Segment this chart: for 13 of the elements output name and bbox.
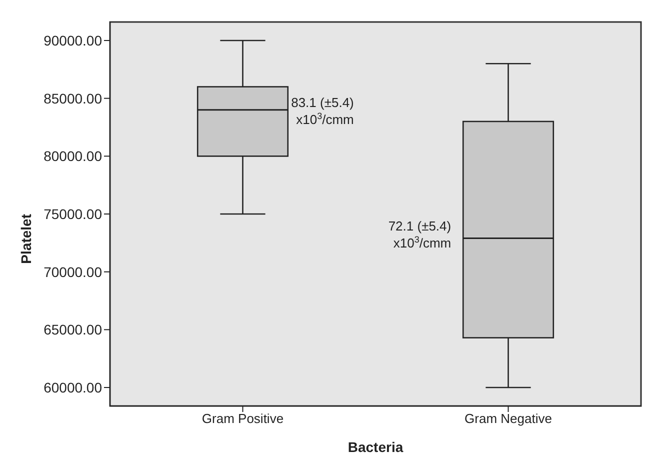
y-tick-label: 70000.00: [44, 264, 102, 280]
y-tick-label: 75000.00: [44, 206, 102, 222]
y-tick-label: 85000.00: [44, 90, 102, 106]
y-axis-title: Platelet: [18, 214, 34, 264]
annotation: 83.1 (±5.4) x10$^{3}$/cmm: [291, 94, 354, 127]
y-tick-label: 65000.00: [44, 322, 102, 338]
x-axis-title: Bacteria: [348, 439, 404, 455]
y-tick-label: 60000.00: [44, 379, 102, 396]
annotation: 72.1 (±5.4) x10$^{3}$/cmm: [388, 218, 452, 250]
x-tick-label: Gram Positive: [202, 411, 284, 426]
x-tick-label: Gram Negative: [464, 411, 552, 426]
y-tick-label: 80000.00: [44, 148, 102, 164]
y-tick-label: 90000.00: [44, 32, 102, 48]
